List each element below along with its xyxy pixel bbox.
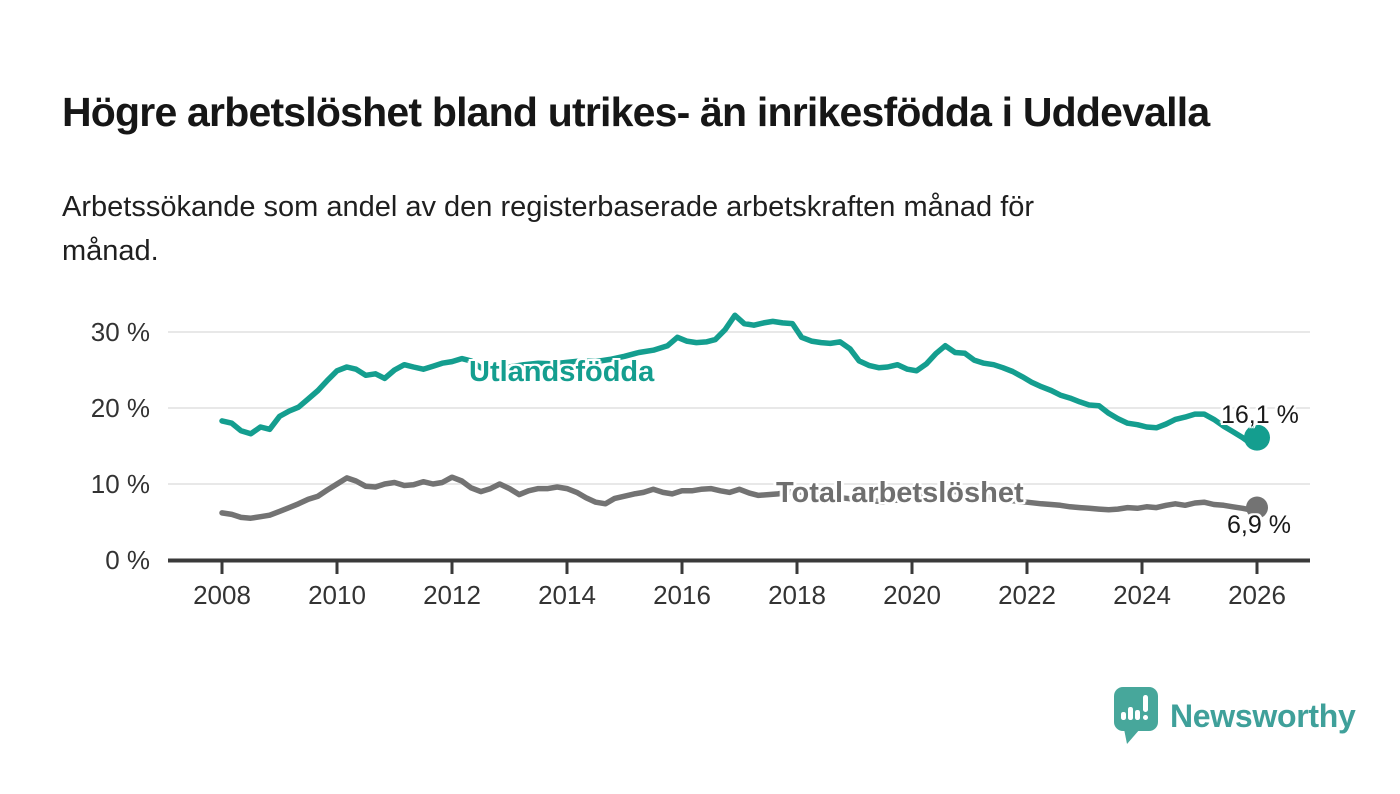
logo-bar-2	[1128, 707, 1133, 720]
chart-subtitle-line-1: Arbetssökande som andel av den registerb…	[62, 191, 1035, 223]
series-label-total-arbetsloshet: Total arbetslöshet	[776, 477, 1024, 509]
brand-name: Newsworthy	[1170, 697, 1356, 734]
series-end-dot-utlandsfodda	[1244, 424, 1270, 451]
x-tick-label: 2022	[998, 580, 1056, 610]
series-label-utlandsfodda: Utlandsfödda	[469, 356, 655, 388]
x-tick-label: 2010	[308, 580, 366, 610]
x-tick-label: 2016	[653, 580, 711, 610]
y-tick-label: 0 %	[105, 545, 150, 575]
series-end-dot-total	[1246, 496, 1268, 519]
x-tick-label: 2018	[768, 580, 826, 610]
end-value-label-utlandsfodda: 16,1 %	[1221, 401, 1299, 429]
x-tick-label: 2020	[883, 580, 941, 610]
newsworthy-logo-icon	[1114, 687, 1158, 744]
logo-exclamation-dot	[1143, 715, 1148, 720]
end-value-label-total: 6,9 %	[1227, 511, 1291, 539]
newsworthy-brand-link[interactable]: Newsworthy	[1113, 686, 1356, 746]
y-tick-label: 30 %	[91, 317, 150, 347]
logo-bar-3	[1135, 710, 1140, 720]
chart-subtitle-line-2: månad.	[62, 235, 159, 267]
series-line-total-arbetsl-shet	[219, 474, 1260, 521]
chart-subtitle: Arbetssökande som andel av den registerb…	[62, 185, 1282, 273]
x-tick-label: 2024	[1113, 580, 1171, 610]
x-tick-label: 2012	[423, 580, 481, 610]
y-tick-label: 20 %	[91, 393, 150, 423]
logo-exclamation-bar	[1143, 695, 1148, 712]
x-tick-label: 2026	[1228, 580, 1286, 610]
page-title: Högre arbetslöshet bland utrikes- än inr…	[62, 89, 1210, 136]
x-tick-label: 2008	[193, 580, 251, 610]
y-tick-label: 10 %	[91, 469, 150, 499]
x-tick-label: 2014	[538, 580, 596, 610]
logo-bar-1	[1121, 712, 1126, 720]
series-line-utlandsf-dda	[219, 312, 1260, 446]
